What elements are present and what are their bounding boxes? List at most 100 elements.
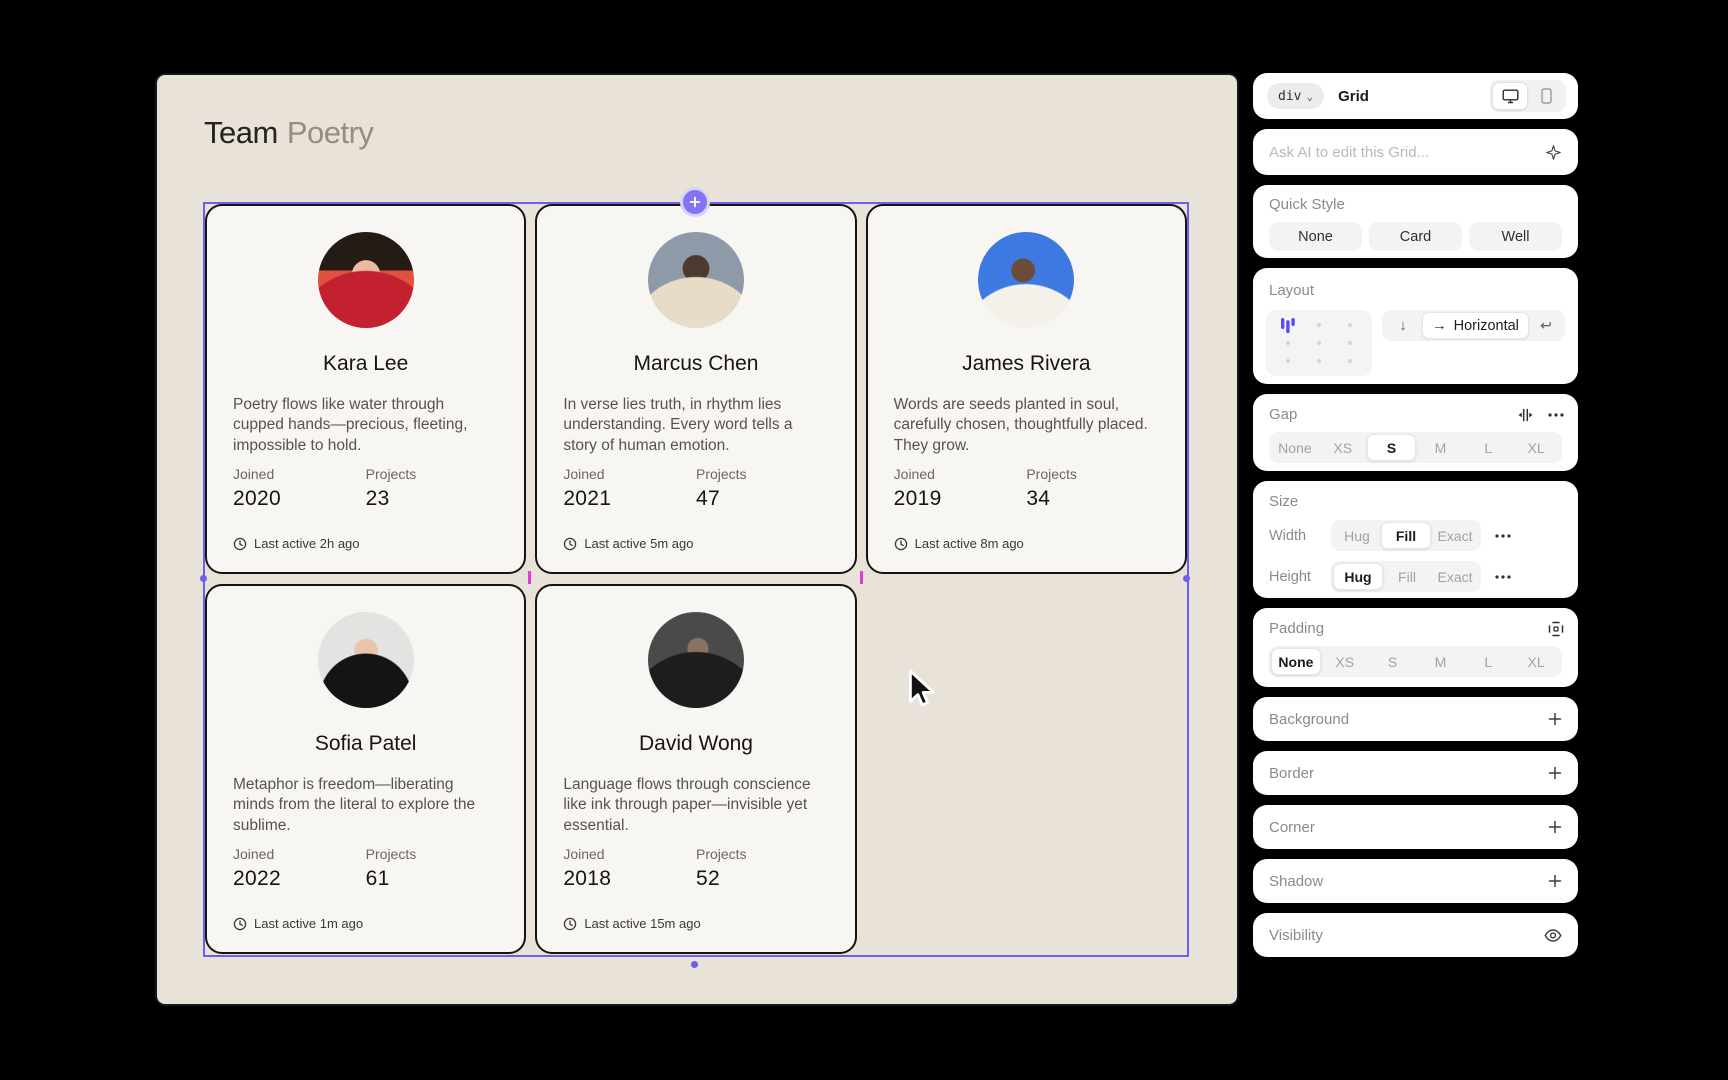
gap-xl-option[interactable]: XL	[1527, 439, 1545, 456]
width-exact-option[interactable]: Exact	[1437, 527, 1473, 544]
alignment-option[interactable]	[1303, 316, 1334, 334]
alignment-option[interactable]	[1272, 352, 1303, 370]
height-more-options-icon[interactable]	[1495, 574, 1511, 579]
member-bio: In verse lies truth, in rhythm lies unde…	[563, 396, 793, 454]
projects-value: 61	[365, 867, 390, 890]
size-section: Size Width Hug Fill Exact Height Hug Fil…	[1253, 481, 1578, 598]
shadow-add-button[interactable]	[1548, 874, 1562, 888]
alignment-option[interactable]	[1303, 352, 1334, 370]
background-section: Background	[1253, 697, 1578, 741]
team-card-kara[interactable]: Kara Lee Poetry flows like water through…	[205, 204, 527, 574]
more-options-icon[interactable]	[1548, 412, 1564, 417]
page-title: Team Poetry	[204, 115, 374, 151]
member-bio: Words are seeds planted in soul, careful…	[893, 396, 1148, 454]
height-fill-option[interactable]: Fill	[1398, 568, 1416, 585]
team-card-james[interactable]: James Rivera Words are seeds planted in …	[865, 204, 1187, 574]
padding-size-segment: None XS S M L XL	[1269, 646, 1562, 677]
avatar-sofia	[317, 612, 414, 708]
avatar-kara	[317, 232, 414, 328]
mouse-cursor	[909, 669, 935, 707]
width-hug-option[interactable]: Hug	[1344, 527, 1370, 544]
joined-value: 2022	[233, 867, 281, 890]
border-label: Border	[1269, 764, 1315, 782]
eye-icon	[1544, 928, 1562, 942]
width-fill-option[interactable]: Fill	[1381, 522, 1431, 549]
projects-value: 34	[1026, 487, 1051, 510]
gap-l-option[interactable]: L	[1484, 439, 1493, 456]
gap-spacing-icon[interactable]	[1517, 408, 1534, 422]
quick-style-well-button[interactable]: Well	[1469, 222, 1562, 251]
padding-xs-option[interactable]: XS	[1335, 653, 1355, 670]
padding-m-option[interactable]: M	[1434, 653, 1447, 670]
selected-element-title: Grid	[1338, 87, 1369, 105]
gap-size-segment: None XS S M L XL	[1269, 432, 1562, 463]
design-canvas[interactable]: Team Poetry Kara Lee Poetry flows like wa…	[157, 75, 1237, 1004]
gap-xs-option[interactable]: XS	[1333, 439, 1353, 456]
padding-xl-option[interactable]: XL	[1527, 653, 1545, 670]
alignment-option[interactable]	[1272, 334, 1303, 352]
columns-align-icon	[1280, 317, 1295, 333]
projects-label: Projects	[365, 846, 417, 862]
alignment-option[interactable]	[1335, 334, 1366, 352]
quick-style-card-button[interactable]: Card	[1369, 222, 1462, 251]
gap-s-option[interactable]: S	[1366, 434, 1417, 461]
alignment-option[interactable]	[1303, 334, 1334, 352]
last-active-text: Last active 15m ago	[584, 916, 701, 931]
alignment-selected-icon[interactable]	[1272, 316, 1303, 334]
padding-label: Padding	[1269, 620, 1325, 637]
direction-vertical-button[interactable]: ↓	[1399, 317, 1407, 334]
team-card-marcus[interactable]: Marcus Chen In verse lies truth, in rhyt…	[535, 204, 857, 574]
corner-add-button[interactable]	[1548, 820, 1562, 834]
ai-edit-bar[interactable]: Ask AI to edit this Grid...	[1253, 129, 1578, 175]
height-hug-option[interactable]: Hug	[1333, 563, 1383, 590]
member-name: Marcus Chen	[633, 352, 759, 375]
element-tag-dropdown[interactable]: div ⌄	[1267, 83, 1325, 109]
joined-label: Joined	[563, 846, 605, 862]
corner-section: Corner	[1253, 805, 1578, 849]
resize-handle-left[interactable]	[200, 575, 207, 582]
desktop-icon	[1502, 89, 1519, 103]
alignment-option[interactable]	[1335, 352, 1366, 370]
quick-style-none-button[interactable]: None	[1269, 222, 1362, 251]
gap-m-option[interactable]: M	[1434, 439, 1447, 456]
resize-handle-bottom[interactable]	[691, 961, 698, 968]
projects-label: Projects	[695, 466, 747, 482]
last-active: Last active 15m ago	[563, 916, 701, 931]
team-card-sofia[interactable]: Sofia Patel Metaphor is freedom—liberati…	[205, 584, 527, 954]
gap-none-option[interactable]: None	[1278, 439, 1312, 456]
add-item-handle[interactable]	[680, 187, 710, 217]
alignment-picker[interactable]	[1266, 310, 1372, 376]
team-card-david[interactable]: David Wong Language flows through consci…	[535, 584, 857, 954]
clock-icon	[564, 537, 577, 550]
quick-style-options: None Card Well	[1269, 222, 1564, 251]
visibility-section: Visibility	[1253, 913, 1578, 957]
padding-none-option[interactable]: None	[1271, 648, 1321, 675]
gap-indicator-2	[860, 571, 863, 584]
gap-label: Gap	[1269, 406, 1298, 423]
ai-input-placeholder: Ask AI to edit this Grid...	[1269, 143, 1430, 161]
direction-horizontal-button[interactable]: → Horizontal	[1422, 312, 1529, 339]
width-more-options-icon[interactable]	[1495, 533, 1511, 538]
member-stats: Joined 2020 Projects 23	[233, 466, 498, 511]
padding-s-option[interactable]: S	[1387, 653, 1398, 670]
alignment-option[interactable]	[1335, 316, 1366, 334]
desktop-toggle-button[interactable]	[1492, 82, 1528, 110]
projects-label: Projects	[1026, 466, 1077, 482]
padding-sides-icon[interactable]	[1548, 621, 1564, 637]
border-add-button[interactable]	[1548, 766, 1562, 780]
visibility-toggle-button[interactable]	[1544, 928, 1562, 942]
last-active-text: Last active 8m ago	[914, 536, 1024, 551]
direction-horizontal-label: Horizontal	[1453, 317, 1519, 334]
direction-wrap-button[interactable]: ↩	[1540, 317, 1552, 333]
projects-label: Projects	[365, 466, 417, 482]
padding-l-option[interactable]: L	[1484, 653, 1493, 670]
mobile-toggle-button[interactable]	[1528, 82, 1564, 110]
selected-grid[interactable]: Kara Lee Poetry flows like water through…	[203, 202, 1189, 957]
resize-handle-right[interactable]	[1183, 575, 1190, 582]
last-active: Last active 1m ago	[233, 916, 363, 931]
height-exact-option[interactable]: Exact	[1437, 568, 1473, 585]
last-active-text: Last active 1m ago	[254, 916, 364, 931]
background-add-button[interactable]	[1548, 712, 1562, 726]
quick-style-label: Quick Style	[1269, 196, 1345, 213]
clock-icon	[233, 537, 247, 550]
